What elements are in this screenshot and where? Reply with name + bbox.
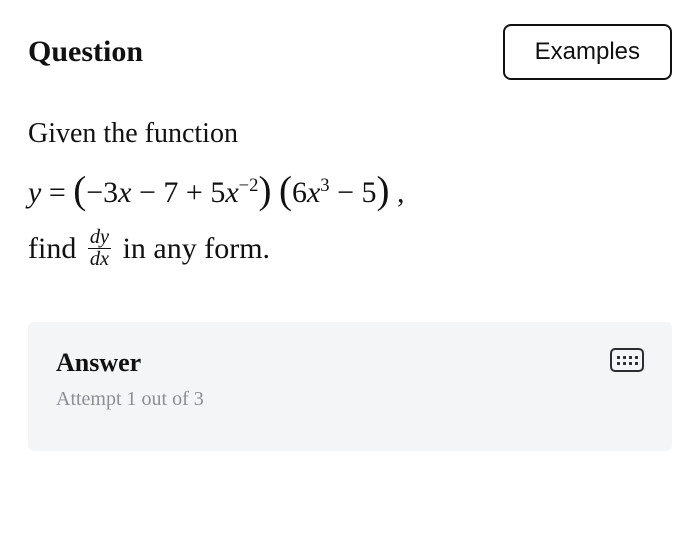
lparen-1: (: [73, 169, 86, 212]
f2-t2: − 5: [337, 176, 376, 209]
attempt-counter: Attempt 1 out of 3: [56, 388, 644, 411]
examples-button[interactable]: Examples: [503, 24, 672, 80]
keypad-dot-row: [617, 356, 638, 359]
lparen-2: (: [279, 169, 292, 212]
find-line: find dy dx in any form.: [28, 223, 672, 274]
f1-t3-var: x: [225, 176, 238, 209]
f1-t1-var: x: [118, 176, 131, 209]
equation-line: y = (−3x − 7 + 5x−2) (6x3 − 5) ,: [28, 157, 672, 223]
frac-denominator: dx: [88, 248, 111, 270]
rparen-2: ): [377, 169, 390, 212]
find-word: find: [28, 232, 76, 265]
rparen-1: ): [258, 169, 271, 212]
derivative-fraction: dy dx: [88, 227, 111, 271]
f2-t1-coef: 6: [292, 176, 307, 209]
answer-title: Answer: [56, 348, 644, 378]
trailing-comma: ,: [397, 176, 405, 209]
lhs-var: y: [28, 176, 41, 209]
problem-statement: Given the function y = (−3x − 7 + 5x−2) …: [28, 112, 672, 274]
f2-t1-exp: 3: [320, 175, 329, 196]
keypad-icon[interactable]: [610, 348, 644, 372]
f1-t3-coef: + 5: [186, 176, 225, 209]
f1-t1-coef: −3: [86, 176, 118, 209]
find-tail: in any form.: [123, 232, 270, 265]
f2-t1-var: x: [307, 176, 320, 209]
answer-panel: Answer Attempt 1 out of 3: [28, 322, 672, 451]
question-title: Question: [28, 35, 143, 69]
question-container: Question Examples Given the function y =…: [0, 0, 700, 451]
frac-numerator: dy: [88, 227, 111, 248]
f1-t2: − 7: [139, 176, 178, 209]
header-row: Question Examples: [28, 24, 672, 80]
keypad-dot-row: [617, 362, 638, 365]
f1-t3-exp: −2: [239, 175, 259, 196]
problem-intro: Given the function: [28, 112, 672, 157]
eq-symbol: =: [49, 176, 66, 209]
